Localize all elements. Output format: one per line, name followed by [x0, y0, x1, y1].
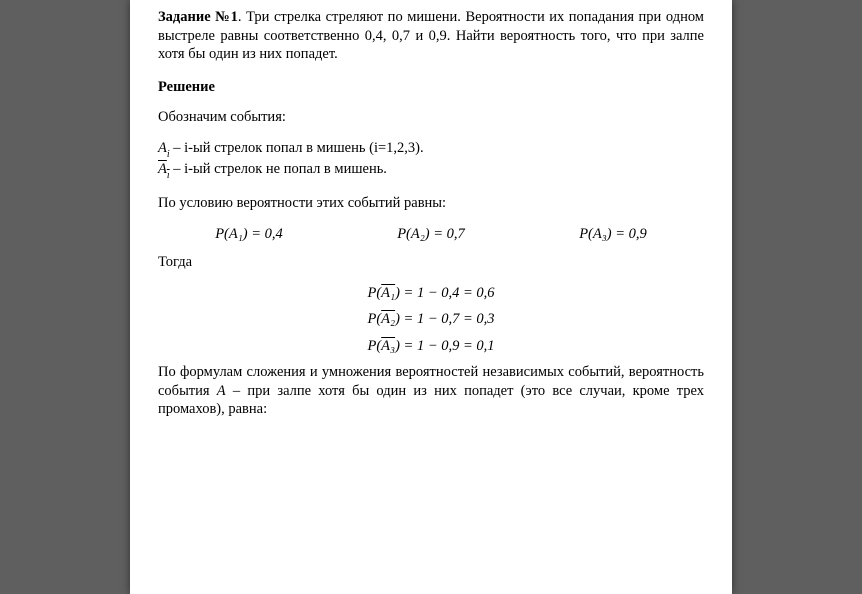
- prob-A2: P(A₂) = 0,7: [397, 225, 465, 244]
- def-Abar: Aı – i-ый стрелок не попал в мишень.: [158, 160, 704, 182]
- comp-3-rhs: ) = 1 − 0,9 = 0,1: [395, 338, 494, 354]
- comp-2: P(A₂) = 1 − 0,7 = 0,3: [158, 310, 704, 329]
- comp-2-var: A₂: [381, 311, 395, 327]
- comp-3: P(A₃) = 1 − 0,9 = 0,1: [158, 337, 704, 356]
- viewport: Задание №1. Три стрелка стреляют по мише…: [0, 0, 862, 594]
- task-label: Задание №1: [158, 9, 238, 25]
- complement-block: P(A₁) = 1 − 0,4 = 0,6 P(A₂) = 1 − 0,7 = …: [158, 284, 704, 356]
- comp-1: P(A₁) = 1 − 0,4 = 0,6: [158, 284, 704, 303]
- then-label: Тогда: [158, 253, 704, 272]
- event-definitions: Ai – i-ый стрелок попал в мишень (i=1,2,…: [158, 139, 704, 182]
- prob-A1: P(A₁) = 0,4: [215, 225, 283, 244]
- comp-1-lhs: P(: [367, 285, 381, 301]
- def-A-sub: i: [167, 149, 170, 160]
- final-suffix: – при залпе хотя бы один из них попадет …: [158, 383, 704, 418]
- comp-2-rhs: ) = 1 − 0,7 = 0,3: [395, 311, 494, 327]
- def-Abar-var: A: [158, 161, 167, 177]
- task-paragraph: Задание №1. Три стрелка стреляют по мише…: [158, 8, 704, 64]
- prob-A3: P(A₃) = 0,9: [579, 225, 647, 244]
- def-Abar-desc: – i-ый стрелок не попал в мишень.: [170, 161, 387, 177]
- comp-3-lhs: P(: [367, 338, 381, 354]
- prob-row: P(A₁) = 0,4 P(A₂) = 0,7 P(A₃) = 0,9: [158, 225, 704, 244]
- solution-heading: Решение: [158, 78, 704, 97]
- final-paragraph: По формулам сложения и умножения вероятн…: [158, 363, 704, 419]
- final-var: A: [217, 383, 226, 399]
- comp-2-lhs: P(: [367, 311, 381, 327]
- def-A-var: A: [158, 140, 167, 156]
- task-text: . Три стрелка стреляют по мишени. Вероят…: [158, 9, 704, 62]
- comp-1-rhs: ) = 1 − 0,4 = 0,6: [395, 285, 494, 301]
- def-Abar-sub: ı: [167, 170, 170, 181]
- events-intro: Обозначим события:: [158, 108, 704, 127]
- comp-1-var: A₁: [381, 285, 395, 301]
- def-A-desc: – i-ый стрелок попал в мишень (i=1,2,3).: [170, 140, 424, 156]
- document-page: Задание №1. Три стрелка стреляют по мише…: [130, 0, 732, 594]
- comp-3-var: A₃: [381, 338, 395, 354]
- cond-intro: По условию вероятности этих событий равн…: [158, 194, 704, 213]
- def-A: Ai – i-ый стрелок попал в мишень (i=1,2,…: [158, 139, 704, 161]
